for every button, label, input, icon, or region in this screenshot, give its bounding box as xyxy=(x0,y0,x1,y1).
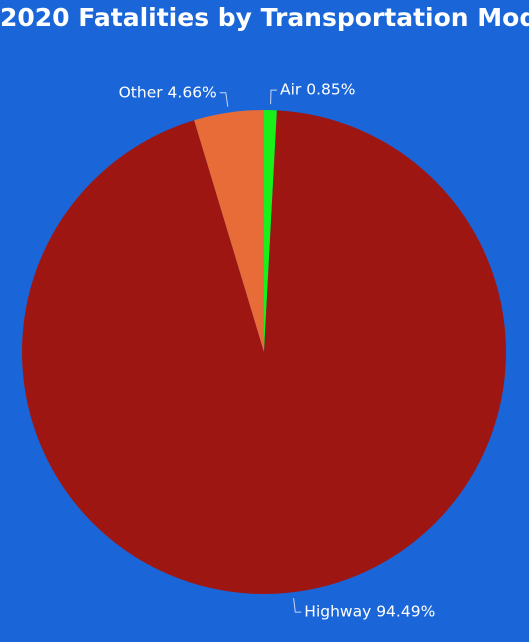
pie-slice-other[interactable] xyxy=(194,110,264,352)
leader-line-air xyxy=(270,89,277,105)
leader-line-other xyxy=(219,92,229,107)
data-label-other: Other 4.66% xyxy=(119,83,217,101)
pie-slice-air[interactable] xyxy=(264,110,277,352)
chart-title: 2020 Fatalities by Transportation Mode xyxy=(0,3,529,32)
pie-slice-highway[interactable] xyxy=(21,110,506,595)
data-label-highway: Highway 94.49% xyxy=(304,603,435,621)
leader-line-highway xyxy=(293,598,302,613)
data-label-air: Air 0.85% xyxy=(280,81,355,99)
